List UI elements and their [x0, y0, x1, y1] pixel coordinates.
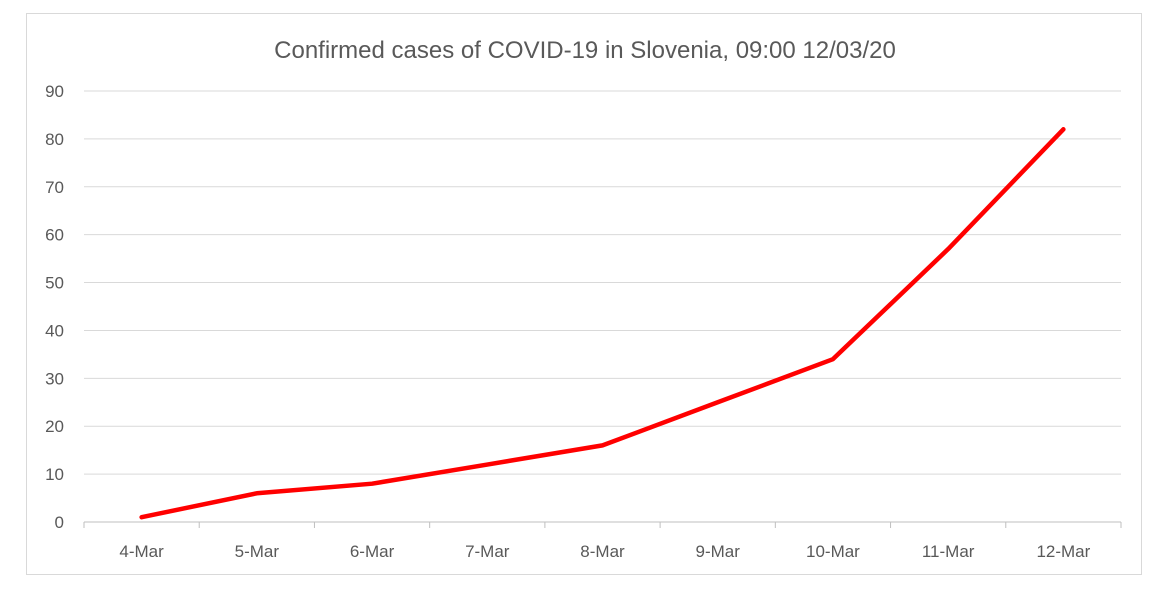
chart-frame	[26, 13, 1142, 575]
y-tick-label: 60	[45, 226, 64, 245]
x-tick-label: 6-Mar	[350, 542, 395, 561]
y-tick-label: 30	[45, 369, 64, 388]
series-line	[139, 127, 1066, 520]
series-layer	[139, 127, 1066, 520]
y-tick-label: 50	[45, 274, 64, 293]
y-tick-label: 40	[45, 321, 64, 340]
y-tick-label: 80	[45, 130, 64, 149]
y-tick-label: 10	[45, 465, 64, 484]
x-tick-label: 11-Mar	[922, 542, 975, 561]
y-tick-label: 70	[45, 178, 64, 197]
y-axis-tick-labels: 0 10 20 30 40 50 60 70 80 90	[45, 82, 64, 532]
x-tick-label: 8-Mar	[580, 542, 625, 561]
x-axis	[83, 521, 1122, 528]
x-axis-tick-labels: 4-Mar 5-Mar 6-Mar 7-Mar 8-Mar 9-Mar 10-Mar 11-M…	[119, 542, 1090, 561]
x-tick-label: 12-Mar	[1036, 542, 1090, 561]
y-tick-label: 90	[45, 82, 64, 101]
y-tick-label: 20	[45, 417, 64, 436]
x-tick-label: 4-Mar	[119, 542, 164, 561]
chart-title: Confirmed cases of COVID-19 in Slovenia,…	[274, 37, 896, 64]
x-tick-label: 7-Mar	[465, 542, 510, 561]
y-tick-label: 0	[55, 513, 64, 532]
x-tick-label: 9-Mar	[696, 542, 741, 561]
gridlines	[84, 90, 1121, 475]
x-tick-label: 10-Mar	[806, 542, 860, 561]
x-tick-label: 5-Mar	[235, 542, 280, 561]
